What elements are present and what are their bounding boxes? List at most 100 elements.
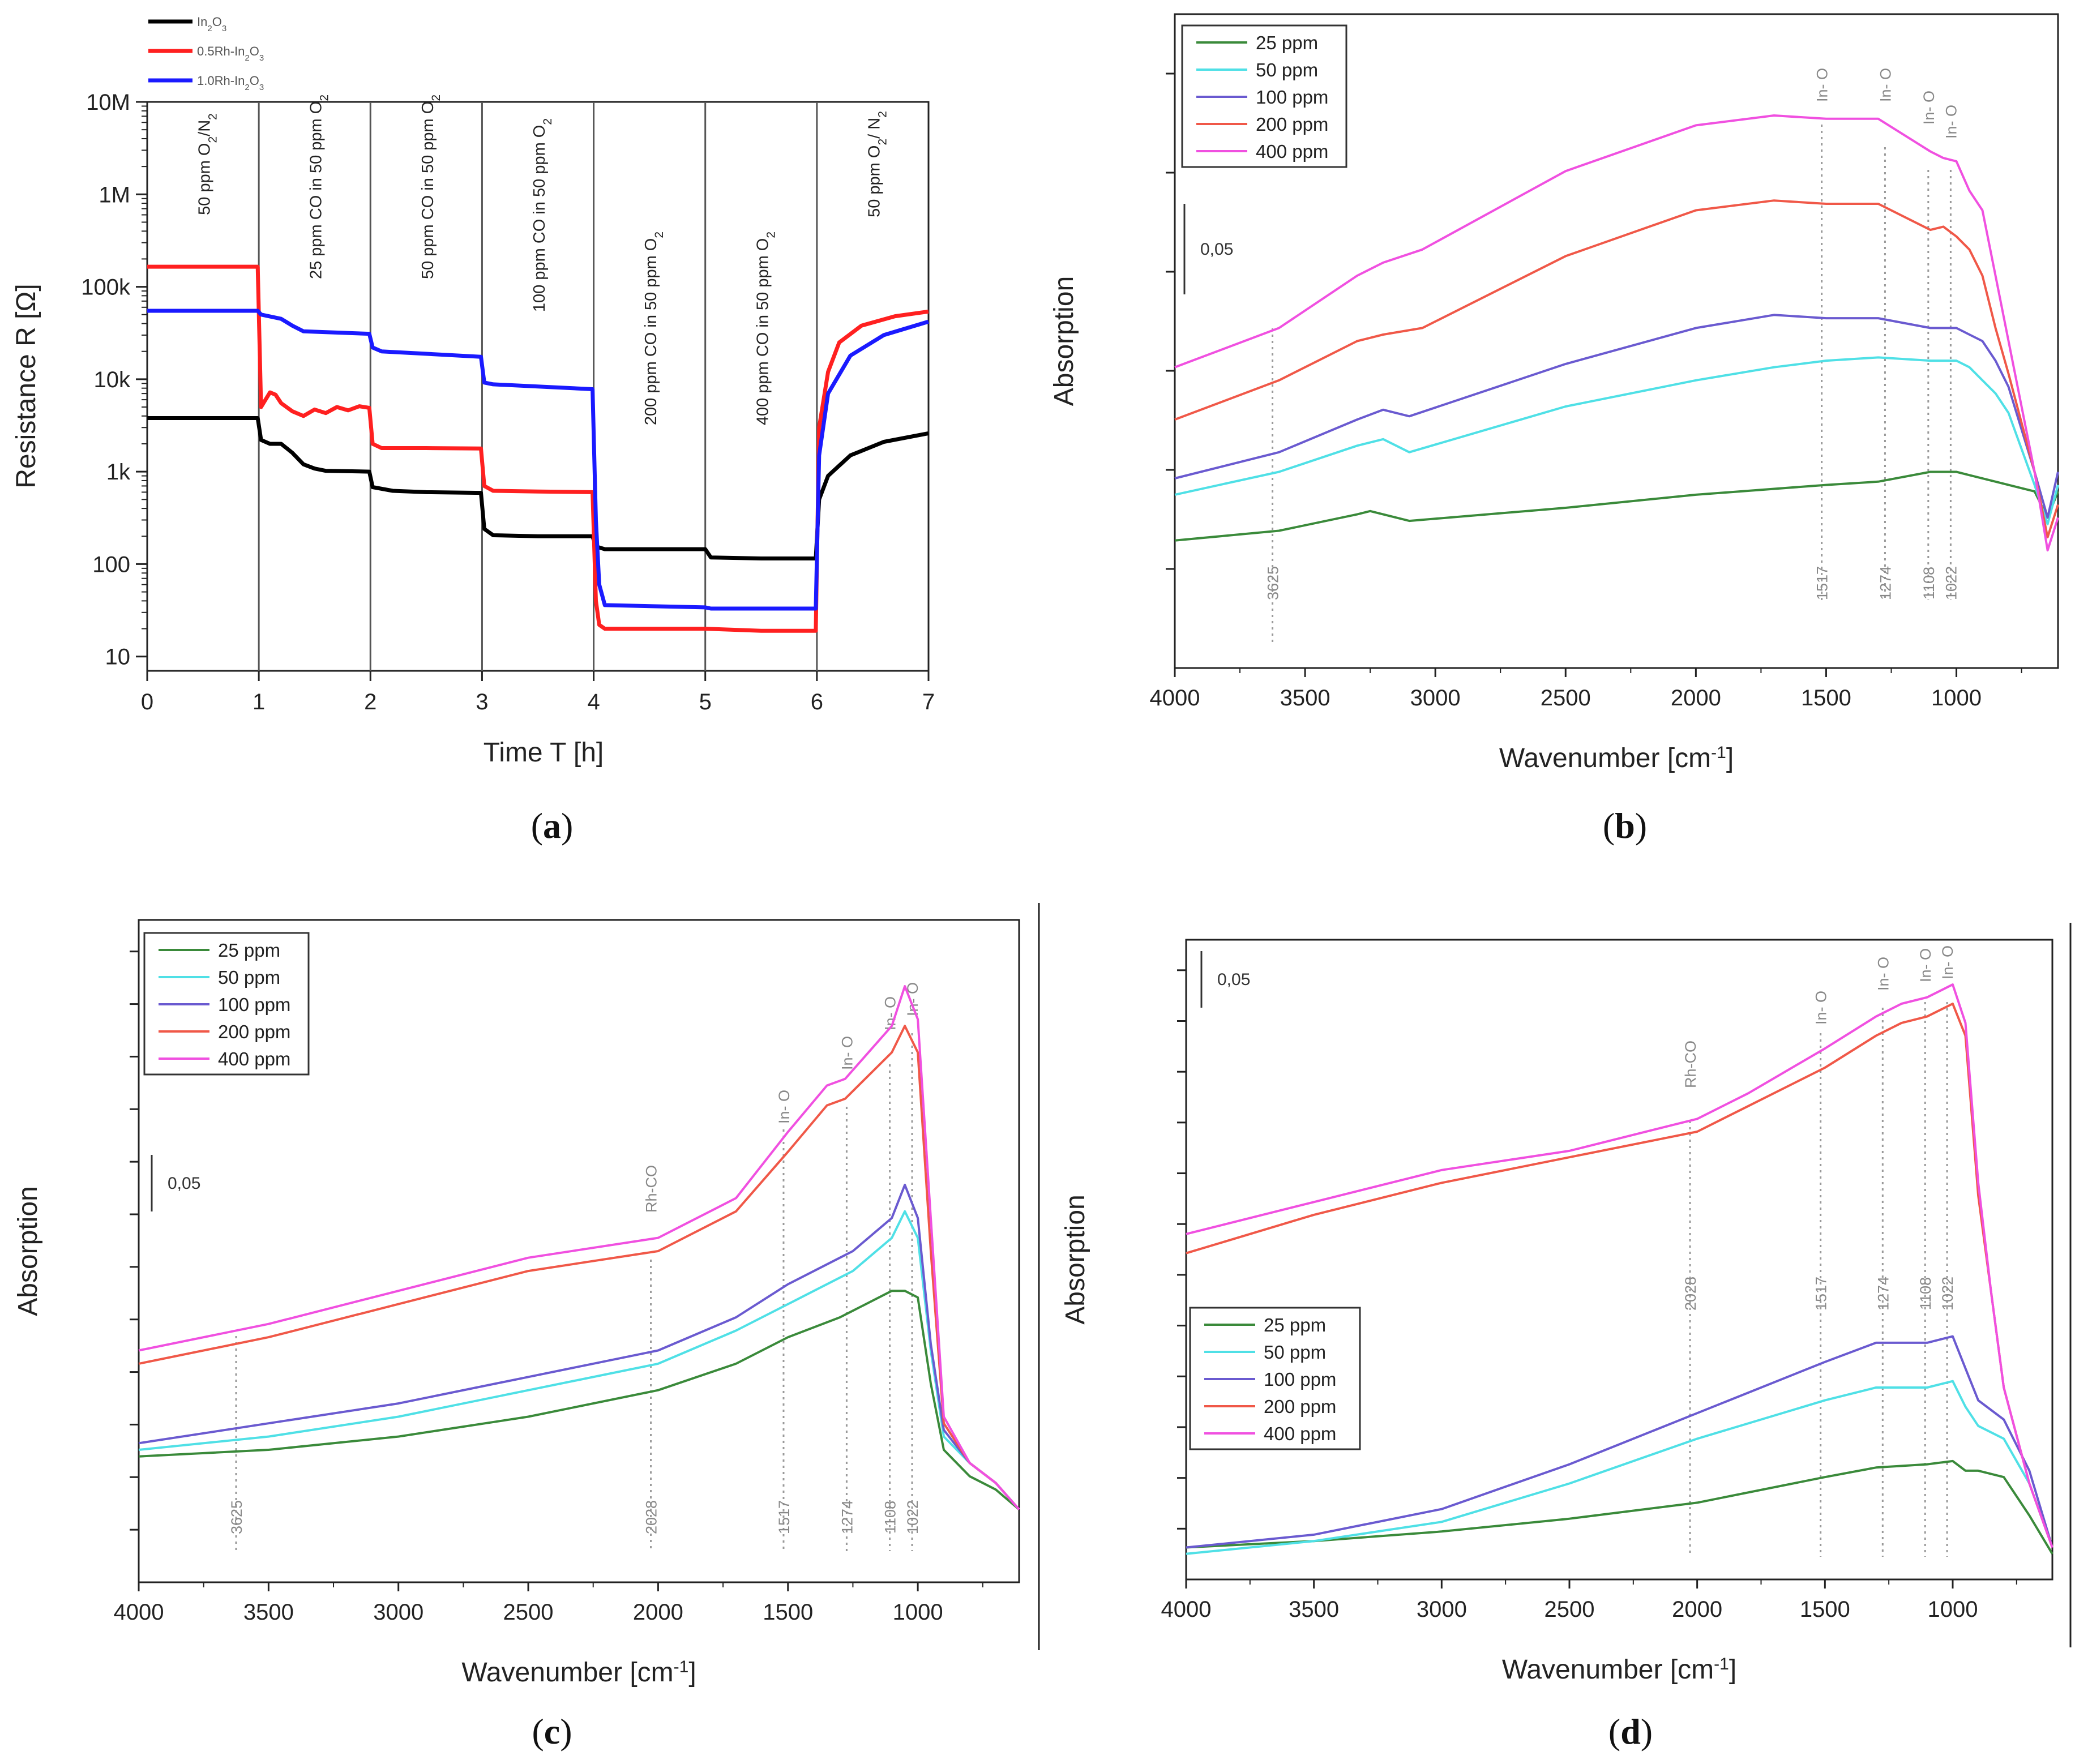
panel-c: 4000 3500 3000 2500 2000 1500 1000 Wavenumber [… bbox=[13, 903, 1040, 1752]
x-tick-label: 1500 bbox=[1801, 686, 1851, 710]
y-axis-title: Absorption bbox=[1060, 1194, 1090, 1324]
peak-assignment-label: In- O bbox=[1877, 68, 1894, 102]
peak-wavenumber-label: 1022 bbox=[904, 1500, 921, 1534]
x-tick-label: 1000 bbox=[893, 1600, 943, 1625]
x-tick-label: 3500 bbox=[243, 1600, 294, 1625]
y-tick-label: 100 bbox=[92, 552, 130, 577]
legend-label: 400 ppm bbox=[1264, 1423, 1336, 1444]
y-axis-title: Absorption bbox=[1049, 276, 1079, 406]
peak-wavenumber-label: 2028 bbox=[1682, 1277, 1699, 1311]
series-line bbox=[1186, 983, 2053, 1548]
peak-assignment-label: In- O bbox=[1920, 91, 1937, 125]
peak-wavenumber-label: 1108 bbox=[1920, 567, 1937, 600]
legend-label: 50 ppm bbox=[218, 967, 280, 988]
y-tick-label: 100k bbox=[81, 275, 131, 300]
peak-assignment-label: Rh-CO bbox=[643, 1165, 660, 1213]
segment-label: 200 ppm CO in 50 ppm O2 bbox=[642, 232, 666, 425]
x-tick-label: 6 bbox=[811, 690, 823, 714]
x-axis-title: Wavenumber [cm-1] bbox=[1499, 743, 1734, 774]
peak-assignment-label: In- O bbox=[904, 982, 921, 1016]
y-tick-label: 1M bbox=[99, 182, 130, 207]
series-line bbox=[147, 264, 929, 633]
x-axis-title: Time T [h] bbox=[484, 738, 604, 768]
x-tick-label: 2 bbox=[364, 690, 377, 714]
peak-wavenumber-label: 1022 bbox=[1943, 566, 1960, 600]
panel-caption: (c) bbox=[532, 1711, 572, 1752]
panel-d: 4000 3500 3000 2500 2000 1500 1000 Wavenumber [… bbox=[1060, 923, 2072, 1752]
legend-label: 25 ppm bbox=[1264, 1315, 1326, 1335]
plot-frame bbox=[138, 919, 1020, 1583]
legend-label: 400 ppm bbox=[1256, 141, 1328, 162]
series-line bbox=[138, 1025, 1020, 1510]
peak-wavenumber-label: 1517 bbox=[1813, 1277, 1830, 1311]
legend-label: 50 ppm bbox=[1256, 59, 1318, 80]
y-tick-label: 10 bbox=[105, 645, 131, 670]
x-tick-label: 3 bbox=[476, 690, 488, 714]
peak-wavenumber-label: 3625 bbox=[228, 1500, 245, 1534]
series-line bbox=[147, 416, 929, 560]
x-tick-label: 4000 bbox=[1150, 686, 1200, 710]
y-tick-label: 10M bbox=[86, 90, 130, 115]
peak-assignment-label: In- O bbox=[1813, 991, 1830, 1025]
series-line bbox=[1174, 356, 2059, 525]
legend-label: 50 ppm bbox=[1264, 1342, 1326, 1363]
x-tick-label: 2500 bbox=[1541, 686, 1591, 710]
segment-label: 50 ppm CO in 50 ppm O2 bbox=[419, 95, 443, 279]
x-tick-label: 4000 bbox=[114, 1600, 164, 1625]
peak-assignment-label: Rh-CO bbox=[1682, 1041, 1699, 1088]
peak-assignment-label: In- O bbox=[1943, 105, 1960, 139]
series-line bbox=[138, 985, 1020, 1510]
y-axis-title: Resistance R [Ω] bbox=[11, 284, 41, 488]
panel-b: 4000 3500 3000 2500 2000 1500 1000 Wavenumber [… bbox=[1049, 13, 2059, 846]
panel-caption: (d) bbox=[1608, 1711, 1653, 1752]
x-tick-label: 1500 bbox=[1800, 1597, 1850, 1622]
y-axis-title: Absorption bbox=[13, 1186, 43, 1316]
panel-a: 0 1 2 3 4 5 6 7 10 100 1k 10k 100k 1M 10M Time T [h] Res… bbox=[11, 15, 935, 846]
segment-label: 25 ppm CO in 50 ppm O2 bbox=[307, 95, 331, 279]
x-tick-label: 2500 bbox=[503, 1600, 554, 1625]
peak-wavenumber-label: 1274 bbox=[1877, 566, 1894, 600]
x-axis-title: Wavenumber [cm-1] bbox=[461, 1658, 696, 1688]
legend-label: 200 ppm bbox=[218, 1021, 290, 1042]
peak-wavenumber-label: 1108 bbox=[1917, 1277, 1934, 1310]
legend-label: 0.5Rh-In2O3 bbox=[197, 44, 264, 63]
x-tick-label: 4000 bbox=[1161, 1597, 1212, 1622]
peak-assignment-label: In- O bbox=[776, 1090, 793, 1124]
legend-label: 100 ppm bbox=[1264, 1369, 1336, 1390]
legend-label: 100 ppm bbox=[218, 994, 290, 1015]
x-tick-label: 1 bbox=[253, 690, 265, 714]
y-tick-label: 1k bbox=[106, 460, 131, 485]
peak-assignment-label: In- O bbox=[1814, 68, 1831, 102]
x-tick-label: 2000 bbox=[633, 1600, 683, 1625]
peak-assignment-label: In- O bbox=[1875, 957, 1892, 991]
series-line bbox=[1186, 1459, 2053, 1555]
segment-label: 100 ppm CO in 50 ppm O2 bbox=[530, 118, 554, 312]
scale-bar-label: 0,05 bbox=[1200, 240, 1233, 259]
peak-wavenumber-label: 1274 bbox=[838, 1500, 855, 1534]
segment-label: 50 ppm O2/ N2 bbox=[865, 111, 889, 217]
panel-caption: (a) bbox=[531, 806, 574, 846]
series-line bbox=[138, 1210, 1020, 1510]
x-tick-label: 4 bbox=[587, 690, 600, 714]
segment-label: 50 ppm O2/N2 bbox=[196, 113, 220, 215]
x-tick-label: 2000 bbox=[1671, 686, 1721, 710]
scale-bar-label: 0,05 bbox=[1217, 970, 1250, 989]
series-line bbox=[1174, 199, 2059, 538]
x-tick-label: 3500 bbox=[1280, 686, 1330, 710]
series-line bbox=[138, 1184, 1020, 1510]
series-line bbox=[147, 309, 930, 611]
series-line bbox=[1186, 1335, 2053, 1549]
peak-wavenumber-label: 1517 bbox=[776, 1500, 793, 1534]
peak-wavenumber-label: 1108 bbox=[882, 1501, 899, 1534]
peak-assignment-label: In- O bbox=[838, 1036, 855, 1070]
plot-frame bbox=[1174, 13, 2059, 669]
series-line bbox=[138, 1290, 1020, 1510]
segment-label: 400 ppm CO in 50 ppm O2 bbox=[754, 232, 777, 425]
peak-wavenumber-label: 3625 bbox=[1265, 566, 1282, 600]
x-axis-title: Wavenumber [cm-1] bbox=[1502, 1655, 1736, 1685]
series-line bbox=[1174, 470, 2059, 542]
x-tick-label: 3000 bbox=[1410, 686, 1461, 710]
legend-label: 100 ppm bbox=[1256, 87, 1328, 108]
legend-label: 200 ppm bbox=[1264, 1396, 1336, 1417]
